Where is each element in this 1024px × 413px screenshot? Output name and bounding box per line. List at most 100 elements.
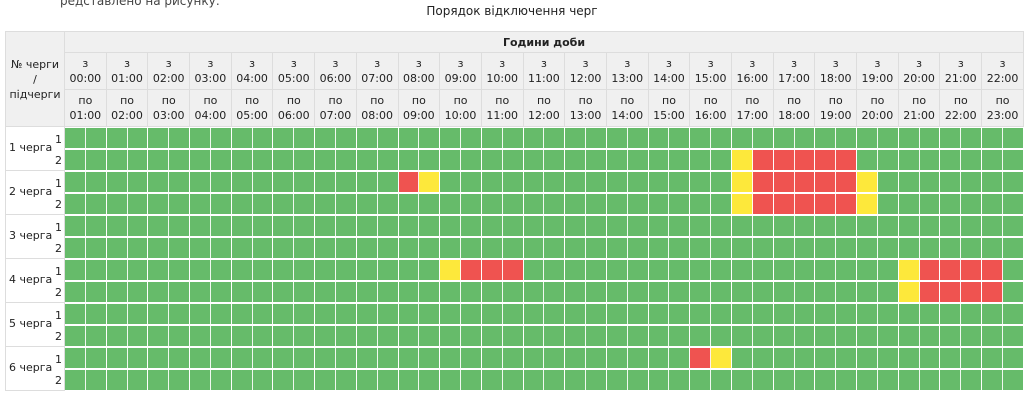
half-hour-segment: [815, 215, 837, 236]
half-hour-segment: [898, 347, 920, 368]
schedule-cell: [897, 214, 941, 237]
half-hour-segment: [773, 369, 795, 390]
schedule-cell: [230, 302, 274, 325]
half-hour-segment: [335, 281, 356, 302]
hour-to-header: по 11:00: [480, 89, 524, 127]
half-hour-segment: [190, 281, 211, 302]
half-hour-segment: [461, 303, 481, 324]
hour-from-header: з 12:00: [564, 52, 607, 90]
half-hour-segment: [815, 171, 837, 192]
half-hour-segment: [273, 303, 295, 324]
schedule-cell: [856, 236, 899, 259]
half-hour-segment: [544, 215, 565, 236]
half-hour-segment: [690, 237, 712, 258]
schedule-cell: [314, 368, 357, 391]
schedule-cell: [981, 258, 1024, 281]
half-hour-segment: [586, 127, 606, 148]
half-hour-segment: [273, 325, 295, 346]
hour-to-header: по 13:00: [564, 89, 607, 127]
schedule-cell: [939, 236, 983, 259]
schedule-cell: [189, 236, 232, 259]
schedule-cell: [189, 258, 232, 281]
half-hour-segment: [106, 149, 128, 170]
schedule-cell: [64, 126, 107, 149]
half-hour-segment: [294, 149, 315, 170]
half-hour-segment: [669, 215, 690, 236]
schedule-cell: [480, 214, 524, 237]
half-hour-segment: [1003, 193, 1023, 214]
half-hour-segment: [398, 127, 420, 148]
schedule-cell: [564, 170, 607, 193]
schedule-cell: [647, 280, 691, 303]
schedule-cell: [397, 280, 441, 303]
half-hour-segment: [940, 193, 962, 214]
half-hour-segment: [919, 281, 940, 302]
half-hour-segment: [544, 347, 565, 368]
hour-to-header: по 21:00: [897, 89, 941, 127]
schedule-cell: [689, 126, 732, 149]
half-hour-segment: [982, 149, 1004, 170]
schedule-cell: [147, 302, 191, 325]
schedule-cell: [522, 368, 566, 391]
half-hour-segment: [940, 347, 962, 368]
hour-from-header: з 13:00: [605, 52, 649, 90]
half-hour-segment: [190, 303, 211, 324]
half-hour-segment: [877, 281, 898, 302]
schedule-cell: [689, 214, 732, 237]
half-hour-segment: [752, 127, 773, 148]
schedule-cell: [564, 324, 607, 347]
half-hour-segment: [982, 215, 1004, 236]
table-row: 6 черга 1 2: [5, 346, 1024, 391]
half-hour-segment: [940, 237, 962, 258]
half-hour-segment: [898, 369, 920, 390]
half-hour-segment: [857, 347, 878, 368]
schedule-cell: [189, 302, 232, 325]
half-hour-segment: [836, 193, 857, 214]
schedule-cell: [397, 214, 441, 237]
half-hour-segment: [919, 237, 940, 258]
half-hour-segment: [231, 369, 253, 390]
half-hour-segment: [148, 281, 170, 302]
half-hour-segment: [982, 281, 1004, 302]
half-hour-segment: [335, 303, 356, 324]
half-hour-segment: [836, 127, 857, 148]
hour-to-header: по 12:00: [522, 89, 566, 127]
schedule-cell: [772, 214, 816, 237]
half-hour-segment: [627, 193, 648, 214]
half-hour-segment: [940, 149, 962, 170]
schedule-cell: [147, 324, 191, 347]
half-hour-segment: [982, 237, 1004, 258]
half-hour-segment: [877, 193, 898, 214]
half-hour-segment: [606, 237, 628, 258]
half-hour-segment: [502, 369, 523, 390]
hour-from-header: з 01:00: [105, 52, 149, 90]
half-hour-segment: [919, 303, 940, 324]
half-hour-segment: [794, 215, 815, 236]
half-hour-segment: [377, 149, 398, 170]
half-hour-segment: [273, 347, 295, 368]
schedule-cell: [314, 170, 357, 193]
half-hour-segment: [148, 303, 170, 324]
half-hour-segment: [627, 127, 648, 148]
half-hour-segment: [523, 325, 545, 346]
half-hour-segment: [335, 193, 356, 214]
table-row: [6, 236, 1024, 259]
hour-from-header: з 07:00: [355, 52, 399, 90]
schedule-cell: [189, 346, 232, 369]
schedule-cell: [397, 170, 441, 193]
half-hour-segment: [85, 303, 106, 324]
schedule-cell: [439, 368, 482, 391]
half-hour-segment: [732, 347, 753, 368]
half-hour-segment: [461, 237, 481, 258]
half-hour-segment: [502, 259, 523, 280]
half-hour-segment: [982, 127, 1004, 148]
half-hour-segment: [461, 215, 481, 236]
half-hour-segment: [565, 127, 587, 148]
schedule-cell: [439, 214, 482, 237]
half-hour-segment: [294, 281, 315, 302]
half-hour-segment: [523, 127, 545, 148]
schedule-cell: [856, 170, 899, 193]
half-hour-segment: [273, 281, 295, 302]
half-hour-segment: [398, 347, 420, 368]
half-hour-segment: [711, 193, 731, 214]
